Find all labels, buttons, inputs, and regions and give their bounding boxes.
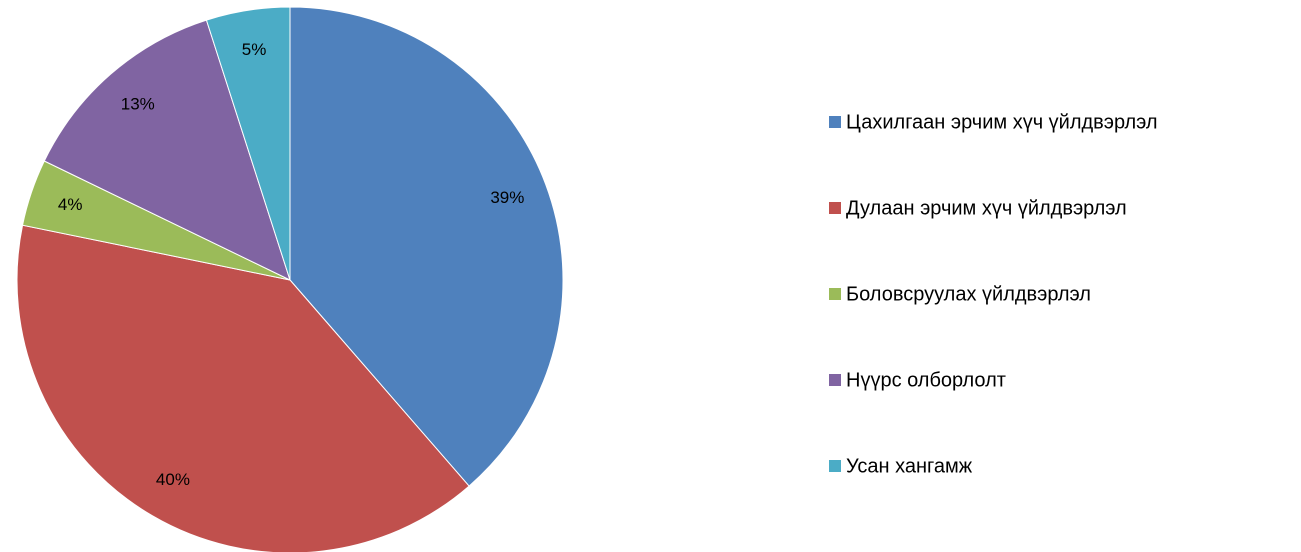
legend-label: Нүүрс олборлолт	[846, 369, 1006, 391]
legend-swatch	[829, 116, 841, 128]
pie-slice	[16, 224, 470, 552]
legend-label: Усан хангамж	[846, 455, 973, 477]
slice-label: 4%	[58, 195, 83, 214]
pie-slice	[43, 19, 291, 281]
legend-swatch	[829, 202, 841, 214]
pie-slice	[205, 6, 291, 281]
slice-label: 13%	[121, 94, 155, 113]
legend-swatch	[829, 460, 841, 472]
pie-slice	[289, 6, 564, 487]
legend-label: Дулаан эрчим хүч үйлдвэрлэл	[846, 197, 1127, 219]
slice-label: 39%	[490, 188, 524, 207]
legend-swatch	[829, 374, 841, 386]
legend-swatch	[829, 288, 841, 300]
slice-label: 5%	[242, 40, 267, 59]
slice-label: 40%	[156, 470, 190, 489]
legend-label: Цахилгаан эрчим хүч үйлдвэрлэл	[846, 111, 1158, 133]
legend-label: Боловсруулах үйлдвэрлэл	[846, 283, 1091, 305]
